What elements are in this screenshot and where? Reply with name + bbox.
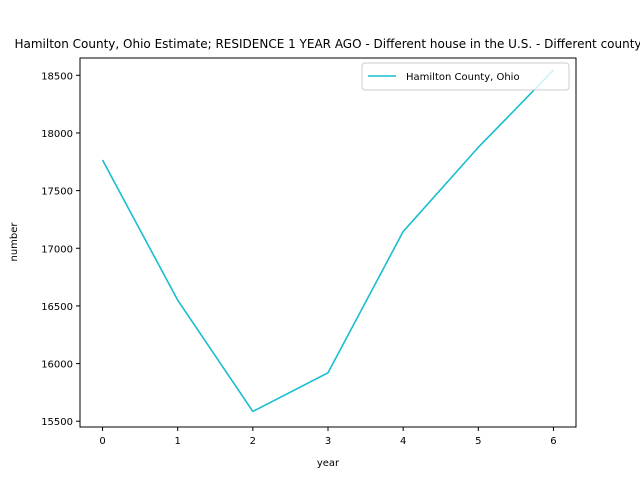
y-tick-label: 16500 [41, 302, 73, 313]
series-line [103, 70, 554, 411]
x-tick-label: 1 [175, 436, 181, 447]
y-tick-label: 16000 [41, 360, 73, 371]
x-axis-label: year [317, 458, 340, 469]
y-tick-label: 15500 [41, 417, 73, 428]
legend: Hamilton County, Ohio [362, 63, 569, 90]
x-tick-label: 3 [325, 436, 331, 447]
y-tick-label: 17500 [41, 187, 73, 198]
y-tick-label: 18500 [41, 71, 73, 82]
x-tick-label: 0 [99, 436, 105, 447]
x-tick-label: 5 [475, 436, 481, 447]
y-axis: 15500 16000 16500 17000 17500 18000 18500 [41, 71, 80, 428]
x-tick-label: 4 [400, 436, 406, 447]
x-axis: 0 1 2 3 4 5 6 [99, 427, 556, 447]
x-tick-label: 6 [550, 436, 556, 447]
x-tick-label: 2 [250, 436, 256, 447]
series-layer [102, 70, 553, 412]
y-tick-label: 17000 [41, 244, 73, 255]
chart-title: Hamilton County, Ohio Estimate; RESIDENC… [14, 37, 640, 51]
y-tick-label: 18000 [41, 129, 73, 140]
legend-label: Hamilton County, Ohio [406, 72, 520, 83]
y-axis-label: number [9, 222, 20, 262]
